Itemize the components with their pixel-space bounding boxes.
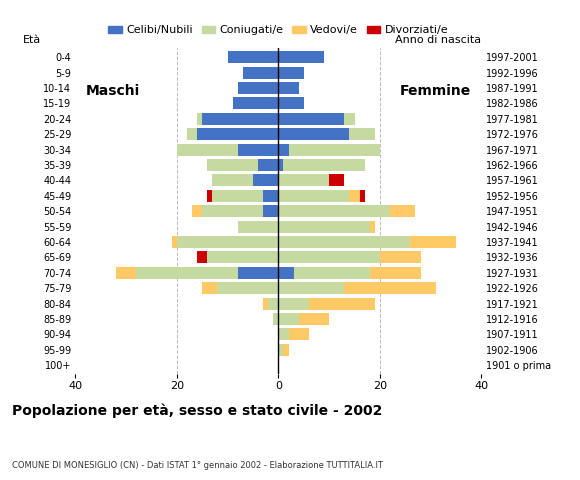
Bar — [288, 144, 380, 156]
Bar — [278, 97, 304, 109]
Bar — [197, 113, 202, 125]
Bar — [212, 190, 263, 202]
Bar — [207, 190, 212, 202]
Bar — [273, 313, 278, 325]
Text: Maschi: Maschi — [85, 84, 140, 98]
Bar — [278, 174, 329, 186]
Bar — [370, 221, 375, 233]
Bar — [278, 128, 349, 140]
Bar — [278, 67, 304, 79]
Bar — [345, 113, 354, 125]
Bar — [136, 267, 238, 279]
Bar — [380, 252, 420, 264]
Bar — [309, 298, 375, 310]
Text: COMUNE DI MONESIGLIO (CN) - Dati ISTAT 1° gennaio 2002 - Elaborazione TUTTITALIA: COMUNE DI MONESIGLIO (CN) - Dati ISTAT 1… — [12, 461, 383, 470]
Bar — [278, 313, 299, 325]
Bar — [218, 282, 278, 294]
Bar — [238, 267, 278, 279]
Legend: Celibi/Nubili, Coniugati/e, Vedovi/e, Divorziati/e: Celibi/Nubili, Coniugati/e, Vedovi/e, Di… — [104, 21, 453, 40]
Bar — [233, 97, 278, 109]
Bar — [278, 51, 324, 63]
Bar — [207, 159, 258, 171]
Bar — [278, 252, 380, 264]
Bar — [278, 267, 293, 279]
Bar — [278, 221, 370, 233]
Bar — [278, 282, 345, 294]
Bar — [278, 190, 349, 202]
Bar — [263, 190, 278, 202]
Bar — [192, 205, 202, 217]
Bar — [202, 282, 218, 294]
Bar — [202, 113, 278, 125]
Bar — [390, 205, 415, 217]
Bar — [278, 82, 299, 94]
Bar — [278, 113, 345, 125]
Bar — [299, 313, 329, 325]
Bar — [172, 236, 177, 248]
Bar — [329, 174, 345, 186]
Bar — [278, 205, 390, 217]
Text: Popolazione per età, sesso e stato civile - 2002: Popolazione per età, sesso e stato civil… — [12, 403, 382, 418]
Bar — [177, 236, 278, 248]
Bar — [278, 236, 411, 248]
Bar — [243, 67, 278, 79]
Bar — [263, 298, 268, 310]
Bar — [238, 82, 278, 94]
Text: Età: Età — [23, 35, 41, 45]
Bar — [202, 205, 263, 217]
Bar — [278, 344, 284, 356]
Bar — [345, 282, 436, 294]
Bar — [349, 190, 360, 202]
Bar — [349, 128, 375, 140]
Bar — [278, 328, 288, 340]
Bar — [212, 174, 253, 186]
Bar — [278, 144, 288, 156]
Bar — [253, 174, 278, 186]
Bar — [177, 144, 238, 156]
Bar — [263, 205, 278, 217]
Bar — [207, 252, 278, 264]
Text: Femmine: Femmine — [400, 84, 471, 98]
Bar — [197, 128, 278, 140]
Bar — [284, 159, 365, 171]
Bar — [227, 51, 278, 63]
Bar — [258, 159, 278, 171]
Bar — [278, 159, 284, 171]
Bar — [238, 144, 278, 156]
Bar — [268, 298, 278, 310]
Bar — [411, 236, 456, 248]
Bar — [187, 128, 197, 140]
Bar — [360, 190, 365, 202]
Bar — [238, 221, 278, 233]
Bar — [288, 328, 309, 340]
Bar — [284, 344, 288, 356]
Text: Anno di nascita: Anno di nascita — [396, 35, 481, 45]
Bar — [116, 267, 136, 279]
Bar — [293, 267, 370, 279]
Bar — [197, 252, 207, 264]
Bar — [370, 267, 420, 279]
Bar — [278, 298, 309, 310]
